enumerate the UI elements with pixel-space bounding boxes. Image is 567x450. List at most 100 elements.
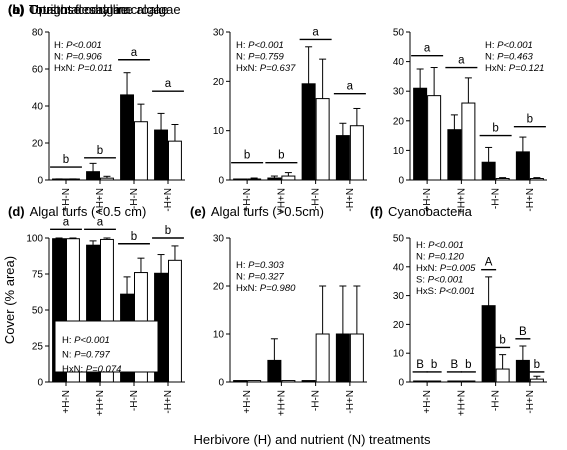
panel-title: (f) Cyanobacteria xyxy=(370,204,473,219)
x-tick-label: +H+N xyxy=(456,390,467,416)
stat-p-value: P=0.463 xyxy=(497,52,533,63)
significance-letter: B xyxy=(451,359,459,371)
stat-term: S: xyxy=(416,275,428,286)
stat-line: H: P=0.303 xyxy=(236,260,285,271)
x-tick-label: +H+N xyxy=(95,188,106,214)
significance-letter: b xyxy=(165,225,171,237)
x-tick-label: -H+N xyxy=(345,188,356,212)
x-tick-label: -H-N xyxy=(129,188,140,209)
stat-term: N: xyxy=(236,52,248,63)
stat-line: N: P=0.463 xyxy=(485,52,534,63)
y-tick-label: 0 xyxy=(37,176,43,187)
significance-letter: b xyxy=(131,231,137,243)
panel-title: (e) Algal turfs (>0.5cm) xyxy=(190,204,324,219)
bar-ambient xyxy=(447,380,462,383)
y-tick-label: 80 xyxy=(32,28,44,39)
bar-ambient xyxy=(413,380,428,383)
stat-term: H: xyxy=(236,40,248,51)
stat-p-value: P=0.120 xyxy=(428,252,464,263)
y-tick-label: 20 xyxy=(32,139,44,150)
bar-ambient xyxy=(515,359,530,383)
x-tick-label: +H+N xyxy=(95,390,106,416)
panel-label: (e) xyxy=(190,204,206,219)
x-tick-label: +H+N xyxy=(276,390,287,416)
stat-p-value: P<0.001 xyxy=(428,240,464,251)
stat-p-value: P=0.980 xyxy=(260,283,296,294)
bar-ambient xyxy=(267,177,282,181)
stat-line: HxN: P=0.011 xyxy=(54,63,113,74)
bar-enriched xyxy=(168,140,182,181)
bar-ambient xyxy=(154,129,169,181)
bar-enriched xyxy=(281,175,296,181)
bar-ambient xyxy=(481,161,496,181)
stat-term: N: xyxy=(485,52,497,63)
bar-ambient xyxy=(335,333,350,383)
stat-p-value: P=0.303 xyxy=(248,260,284,271)
stat-line: HxN: P=0.074 xyxy=(62,364,121,375)
y-tick-label: 10 xyxy=(393,349,405,360)
stat-p-value: P=0.906 xyxy=(66,52,102,63)
panel-c: 0 10 20 30 40 50 +H-N +H+N -H-N -H+N a a b b H: P<0.00… xyxy=(8,2,547,214)
y-tick-label: 0 xyxy=(398,378,404,389)
significance-letter: b xyxy=(63,154,69,166)
panel-title: (c) Crustose coralline algae xyxy=(8,2,168,17)
y-tick-label: 10 xyxy=(393,146,405,157)
panel-label: (b) xyxy=(8,2,25,17)
significance-letter: B xyxy=(519,326,527,338)
y-tick-label: 0 xyxy=(218,176,224,187)
panel-title-text: Algal turfs (<0.5 cm) xyxy=(30,204,147,219)
significance-letter: b xyxy=(431,359,437,371)
bar-enriched xyxy=(315,98,330,181)
significance-letter: a xyxy=(97,216,104,228)
bar-ambient xyxy=(447,129,462,181)
stat-term: H: xyxy=(54,40,66,51)
x-tick-label: -H-N xyxy=(311,188,322,209)
y-tick-label: 0 xyxy=(218,378,224,389)
stat-term: H: xyxy=(416,240,428,251)
stat-line: HxS: P<0.001 xyxy=(416,286,475,297)
y-tick-label: 40 xyxy=(393,262,405,273)
stat-p-value: P=0.121 xyxy=(509,63,545,74)
panel-label: (d) xyxy=(8,204,25,219)
bar-ambient xyxy=(267,359,282,383)
panel-title: (b) Upright fleshy macroalgae xyxy=(8,2,181,17)
significance-letter: b xyxy=(244,150,250,162)
panel-title-text: Upright fleshy macroalgae xyxy=(30,2,181,17)
significance-letter: b xyxy=(527,114,533,126)
stat-p-value: P=0.797 xyxy=(74,350,110,361)
stat-term: HxN: xyxy=(236,63,260,74)
significance-letter: a xyxy=(458,55,465,67)
bar-enriched xyxy=(281,380,296,383)
y-tick-label: 40 xyxy=(32,102,44,113)
bar-enriched xyxy=(315,333,330,383)
bar-enriched xyxy=(529,378,544,383)
stat-term: N: xyxy=(62,350,74,361)
significance-letter: a xyxy=(165,78,172,90)
bar-enriched xyxy=(461,102,476,181)
bar-enriched xyxy=(461,380,476,383)
stat-term: H: xyxy=(485,40,497,51)
x-tick-label: +H-N xyxy=(61,390,72,414)
stat-p-value: P=0.005 xyxy=(440,263,476,274)
bar-enriched xyxy=(349,333,364,383)
panel-title: (d) Algal turfs (<0.5 cm) xyxy=(8,204,146,219)
panel-label: (c) xyxy=(8,2,24,17)
x-tick-label: -H+N xyxy=(345,390,356,414)
panel-a: 0 20 40 60 80 +H-N +H+N -H-N -H+N b b a a H: P<0.001N… xyxy=(8,2,185,214)
y-tick-label: 40 xyxy=(393,57,405,68)
stat-line: N: P=0.906 xyxy=(54,52,103,63)
panel-d: 0 25 50 75 100 +H-N +H+N -H-N -H+N a a b b H: P<0.001… xyxy=(8,204,185,416)
significance-letter: a xyxy=(424,43,431,55)
x-tick-label: -H-N xyxy=(129,390,140,411)
stat-line: N: P=0.797 xyxy=(62,350,111,361)
bar-ambient xyxy=(335,135,350,181)
stat-line: H: P<0.001 xyxy=(485,40,533,51)
stat-line: H: P<0.001 xyxy=(62,335,110,346)
stat-term: HxS: xyxy=(416,286,439,297)
y-tick-label: 50 xyxy=(393,28,405,39)
stat-line: H: P<0.001 xyxy=(416,240,464,251)
stat-term: HxN: xyxy=(416,263,440,274)
stat-p-value: P<0.001 xyxy=(428,275,464,286)
x-tick-label: +H-N xyxy=(61,188,72,212)
